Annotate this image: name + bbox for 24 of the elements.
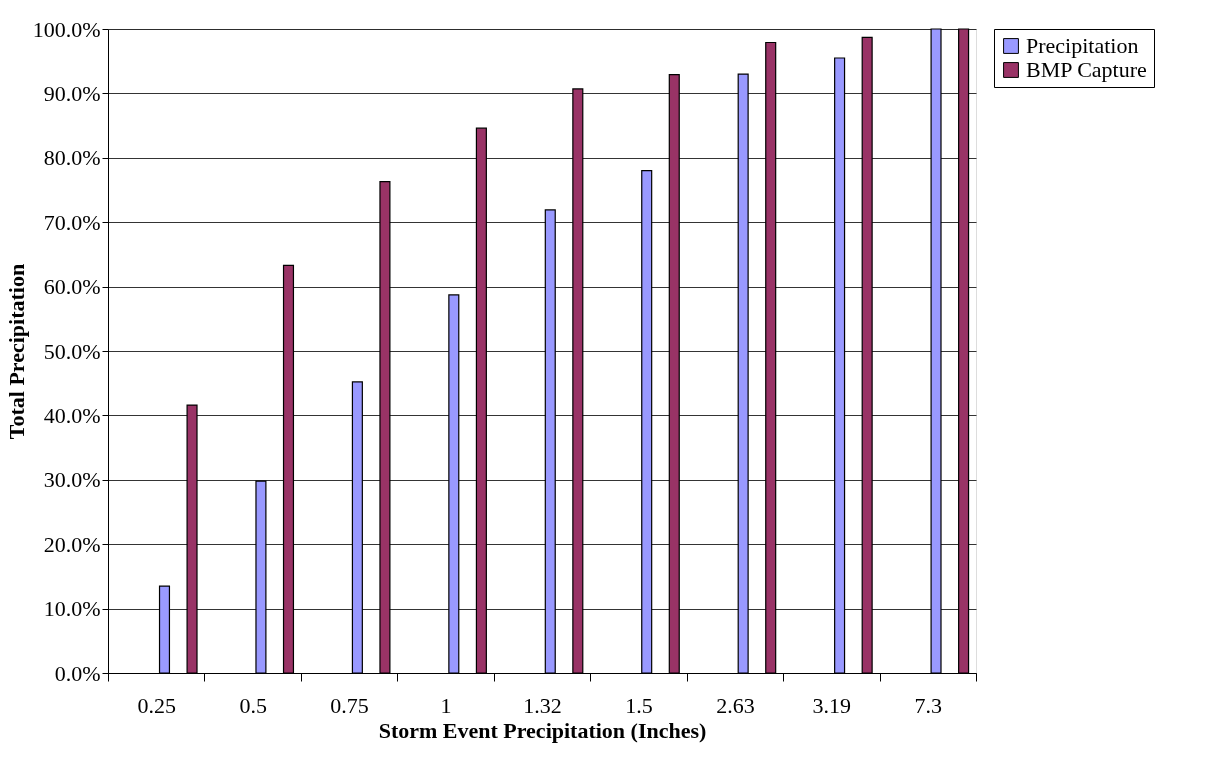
y-tick-label: 80.0% <box>43 145 101 171</box>
x-tick-label: 1.32 <box>523 692 562 718</box>
x-tick-label: 7.3 <box>914 692 943 718</box>
x-tick-label: 0.75 <box>330 692 369 718</box>
y-tick-label: 50.0% <box>43 338 101 364</box>
x-tick-label: 1.5 <box>625 692 653 718</box>
legend-label: Precipitation <box>1026 33 1139 58</box>
y-tick-label: 20.0% <box>43 531 101 557</box>
y-tick-label: 30.0% <box>43 467 101 493</box>
y-tick-label: 10.0% <box>43 596 101 622</box>
legend-label: BMP Capture <box>1026 57 1147 82</box>
x-tick-label: 0.5 <box>239 692 267 718</box>
x-tick-label: 1 <box>440 692 452 718</box>
y-tick-label: 40.0% <box>43 402 101 428</box>
y-tick-label: 70.0% <box>43 209 101 235</box>
x-axis-title: Storm Event Precipitation (Inches) <box>378 717 707 743</box>
y-tick-label: 90.0% <box>43 80 101 106</box>
x-tick-label: 3.19 <box>812 692 852 718</box>
y-axis-title: Total Precipitation <box>3 263 29 440</box>
y-tick-label: 60.0% <box>43 274 101 300</box>
x-tick-label: 0.25 <box>137 692 176 718</box>
y-tick-label: 100.0% <box>32 16 101 42</box>
x-tick-label: 2.63 <box>716 692 755 718</box>
y-tick-label: 0.0% <box>54 660 101 686</box>
